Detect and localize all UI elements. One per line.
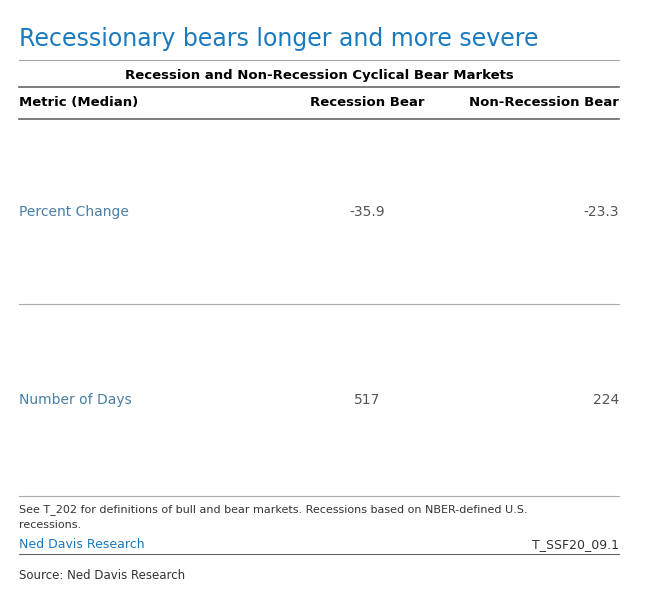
Text: 517: 517 <box>354 393 380 407</box>
Text: See T_202 for definitions of bull and bear markets. Recessions based on NBER-def: See T_202 for definitions of bull and be… <box>19 504 527 530</box>
Text: -35.9: -35.9 <box>349 205 385 219</box>
Text: Recessionary bears longer and more severe: Recessionary bears longer and more sever… <box>19 27 539 51</box>
Text: Ned Davis Research: Ned Davis Research <box>19 538 145 551</box>
Text: Metric (Median): Metric (Median) <box>19 96 138 109</box>
Text: Non-Recession Bear: Non-Recession Bear <box>469 96 619 109</box>
Text: Recession Bear: Recession Bear <box>310 96 424 109</box>
Text: Recession and Non-Recession Cyclical Bear Markets: Recession and Non-Recession Cyclical Bea… <box>125 69 514 82</box>
Text: Percent Change: Percent Change <box>19 205 129 219</box>
Text: -23.3: -23.3 <box>584 205 619 219</box>
Text: Source: Ned Davis Research: Source: Ned Davis Research <box>19 569 185 582</box>
Text: Number of Days: Number of Days <box>19 393 132 407</box>
Text: T_SSF20_09.1: T_SSF20_09.1 <box>532 538 619 551</box>
Text: 224: 224 <box>593 393 619 407</box>
